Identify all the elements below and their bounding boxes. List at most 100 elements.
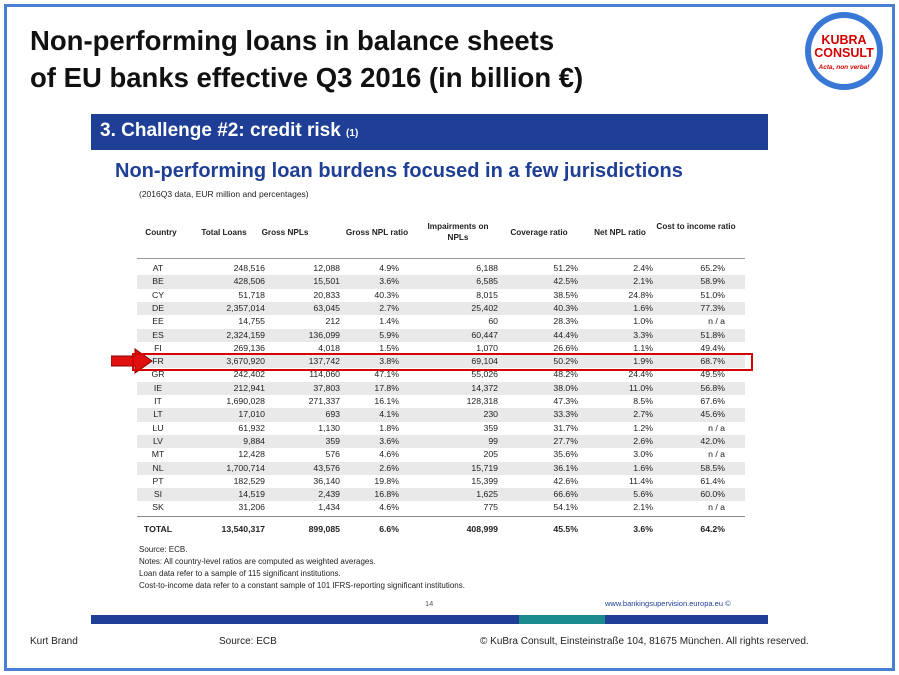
value-cell: 99: [488, 435, 498, 446]
value-cell: 66.6%: [553, 489, 578, 500]
value-cell: 3.6%: [379, 435, 399, 446]
value-cell: 6,188: [476, 263, 498, 273]
table-row: AT 248,516 12,088 4.9% 6,188 51.2% 2.4% 65.2%: [137, 262, 745, 275]
value-cell: 12,088: [313, 263, 340, 273]
value-cell: 3.8%: [379, 356, 399, 367]
value-cell: 205: [483, 449, 499, 460]
value-cell: 1.9%: [633, 356, 653, 367]
footnote-line: Cost-to-income data refer to a constant …: [139, 581, 465, 590]
value-cell: 47.1%: [374, 369, 399, 380]
value-cell: 67.6%: [700, 396, 725, 406]
value-cell: 1.2%: [633, 422, 653, 433]
value-cell: 1,130: [318, 422, 340, 433]
value-cell: 27.7%: [553, 435, 578, 446]
country-cell: SK: [152, 502, 164, 513]
country-cell: ES: [152, 329, 164, 340]
value-cell: 11.0%: [629, 382, 653, 393]
value-cell: 15,501: [313, 276, 340, 287]
column-header: Coverage ratio: [510, 228, 568, 237]
slide-header: 3. Challenge #2: credit risk (1): [91, 114, 768, 150]
value-cell: 5.9%: [379, 329, 399, 340]
title-line-2: of EU banks effective Q3 2016 (in billio…: [30, 62, 584, 93]
value-cell: 16.1%: [374, 396, 399, 406]
value-cell: 19.8%: [374, 475, 399, 486]
country-cell: GR: [151, 369, 165, 380]
column-header: Gross NPL ratio: [345, 228, 409, 237]
value-cell: n / a: [708, 316, 725, 327]
country-cell: BE: [152, 276, 164, 287]
table-row: GR 242,402 114,060 47.1% 55,026 48.2% 24.4% 49.…: [137, 368, 745, 381]
value-cell: 44.4%: [553, 329, 578, 340]
value-cell: 212,941: [233, 382, 265, 393]
value-cell: 40.3%: [553, 302, 578, 313]
value-cell: 3.3%: [633, 329, 653, 340]
footnote-line: Source: ECB.: [139, 545, 188, 554]
value-cell: 1.8%: [379, 422, 399, 433]
value-cell: 1.5%: [379, 342, 399, 353]
value-cell: 31,206: [238, 502, 265, 513]
value-cell: 25,402: [471, 302, 498, 313]
slide-header-text: 3. Challenge #2: credit risk (1): [100, 120, 358, 142]
table-row: SK 31,206 1,434 4.6% 775 54.1% 2.1% n / a: [137, 501, 745, 514]
value-cell: 68.7%: [700, 356, 725, 367]
value-cell: 428,506: [233, 276, 265, 287]
value-cell: n / a: [708, 422, 725, 433]
value-cell: 128,318: [466, 396, 498, 406]
value-cell: 60: [488, 316, 498, 327]
table-row: EE 14,755 212 1.4% 60 28.3% 1.0% n / a: [137, 315, 745, 328]
table-row: CY 51,718 20,833 40.3% 8,015 38.5% 24.8% 51.0%: [137, 289, 745, 302]
footnote-line: Loan data refer to a sample of 115 signi…: [139, 569, 341, 578]
value-cell: 14,755: [238, 316, 265, 327]
table-row: BE 428,506 15,501 3.6% 6,585 42.5% 2.1% 58.9%: [137, 275, 745, 289]
footer-author: Kurt Brand: [30, 636, 78, 647]
value-cell: 65.2%: [700, 263, 725, 273]
value-cell: 4.6%: [379, 502, 399, 513]
value-cell: 51.2%: [553, 263, 578, 273]
logo-inner: KUBRA CONSULT Acta, non verba!: [811, 18, 877, 84]
total-label: TOTAL: [143, 524, 173, 534]
value-cell: 60,447: [471, 329, 498, 340]
value-cell: 3.6%: [379, 276, 399, 287]
country-cell: IT: [154, 396, 162, 406]
value-cell: 11.4%: [629, 475, 653, 486]
value-cell: 35.6%: [553, 449, 578, 460]
value-cell: 36.1%: [553, 462, 578, 473]
page-title: Non-performing loans in balance sheets o…: [30, 22, 583, 96]
country-cell: LU: [152, 422, 164, 433]
total-value: 13,540,317: [221, 524, 265, 534]
logo-word-2: CONSULT: [814, 46, 874, 60]
column-header: Net NPL ratio: [594, 228, 646, 237]
highlight-box-fr: [132, 353, 753, 371]
value-cell: 1.6%: [633, 462, 653, 473]
table-row: IE 212,941 37,803 17.8% 14,372 38.0% 11.0% 56.8…: [137, 381, 745, 395]
slide-footer-bar-blue: [91, 615, 519, 624]
kubra-consult-logo: KUBRA CONSULT Acta, non verba!: [805, 12, 883, 90]
header-divider: [137, 258, 745, 259]
value-cell: 26.6%: [553, 342, 578, 353]
table-row: NL 1,700,714 43,576 2.6% 15,719 36.1% 1.6% 58.5…: [137, 461, 745, 475]
country-cell: FR: [152, 356, 164, 367]
column-header: Cost to income ratio: [656, 222, 736, 231]
value-cell: 182,529: [233, 475, 265, 486]
value-cell: 4.9%: [379, 263, 399, 273]
value-cell: 6,585: [476, 276, 498, 287]
value-cell: 775: [483, 502, 499, 513]
value-cell: 271,337: [308, 396, 340, 406]
value-cell: 56.8%: [700, 382, 725, 393]
value-cell: 24.4%: [628, 369, 653, 380]
value-cell: 2.6%: [379, 462, 399, 473]
value-cell: 359: [483, 422, 499, 433]
country-cell: LT: [153, 409, 163, 420]
footer-source: Source: ECB: [219, 636, 277, 647]
total-value: 899,085: [308, 524, 340, 534]
value-cell: n / a: [708, 449, 725, 460]
value-cell: 1,070: [476, 342, 498, 353]
value-cell: 8,015: [476, 289, 498, 300]
value-cell: 31.7%: [553, 422, 578, 433]
value-cell: 230: [483, 409, 499, 420]
value-cell: 38.5%: [553, 289, 578, 300]
value-cell: 45.6%: [700, 409, 725, 420]
country-cell: IE: [153, 382, 163, 393]
value-cell: 49.4%: [700, 342, 725, 353]
total-value: 64.2%: [700, 524, 725, 534]
